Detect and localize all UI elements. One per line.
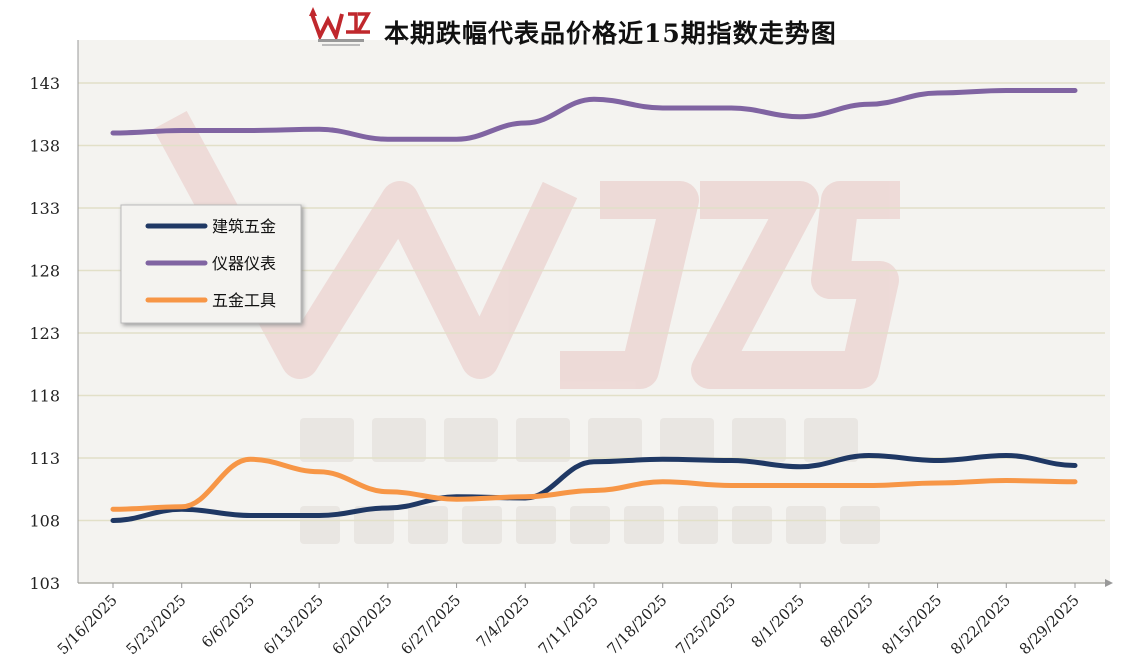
x-tick-label: 8/15/2025 <box>878 591 945 658</box>
y-tick-label: 108 <box>29 512 60 531</box>
watermark-url-block <box>516 506 556 544</box>
x-tick-label: 8/22/2025 <box>947 591 1014 658</box>
watermark-char-block <box>660 418 714 462</box>
watermark-url-block <box>732 506 772 544</box>
x-tick-label: 6/13/2025 <box>260 591 327 658</box>
watermark-char-block <box>804 418 858 462</box>
watermark-char-block <box>444 418 498 462</box>
series-line-五金工具 <box>110 456 1078 512</box>
watermark-char-block <box>588 418 642 462</box>
y-tick-label: 128 <box>29 262 60 281</box>
x-tick-label: 8/29/2025 <box>1016 591 1083 658</box>
watermark-url-block <box>786 506 826 544</box>
y-tick-label: 133 <box>29 199 60 218</box>
watermark-url-block <box>300 506 340 544</box>
y-tick-label: 103 <box>29 574 60 593</box>
x-tick-label: 6/6/2025 <box>198 591 258 651</box>
watermark-url-block <box>570 506 610 544</box>
x-tick-label: 8/8/2025 <box>816 591 876 651</box>
x-tick-label: 8/1/2025 <box>748 591 808 651</box>
watermark-url-block <box>678 506 718 544</box>
y-tick-label: 118 <box>29 387 60 406</box>
legend-label: 仪器仪表 <box>212 254 276 273</box>
watermark-url-block <box>462 506 502 544</box>
x-axis-arrow <box>1105 579 1113 587</box>
watermark-z-shape <box>691 181 819 389</box>
x-tick-label: 6/20/2025 <box>329 591 396 658</box>
series-line-建筑五金 <box>110 452 1078 523</box>
legend-label: 建筑五金 <box>212 217 276 236</box>
watermark-char-block <box>300 418 354 462</box>
watermark-s-shape <box>790 181 900 389</box>
x-tick-label: 7/4/2025 <box>473 591 533 651</box>
watermark-char-block <box>372 418 426 462</box>
watermark-url-block <box>408 506 448 544</box>
watermark-text-shapes <box>300 418 880 544</box>
x-tick-label: 7/18/2025 <box>603 591 670 658</box>
y-tick-label: 123 <box>29 324 60 343</box>
chart-title: 本期跌幅代表品价格近15期指数走势图 <box>384 19 837 48</box>
x-tick-label: 7/25/2025 <box>672 591 739 658</box>
watermark-j-shape <box>560 181 699 389</box>
series-line-仪器仪表 <box>110 87 1078 142</box>
wjzs-logo <box>309 7 371 46</box>
x-tick-label: 5/23/2025 <box>122 591 189 658</box>
y-tick-label: 113 <box>29 449 60 468</box>
watermark-char-block <box>732 418 786 462</box>
watermark-url-block <box>624 506 664 544</box>
watermark-url-block <box>354 506 394 544</box>
x-tick-label: 5/16/2025 <box>54 591 121 658</box>
watermark-char-block <box>516 418 570 462</box>
x-tick-label: 7/11/2025 <box>535 591 602 658</box>
watermark-url-block <box>840 506 880 544</box>
y-tick-label: 138 <box>29 137 60 156</box>
y-tick-label: 143 <box>29 74 60 93</box>
legend-label: 五金工具 <box>212 291 276 310</box>
x-tick-label: 6/27/2025 <box>397 591 464 658</box>
